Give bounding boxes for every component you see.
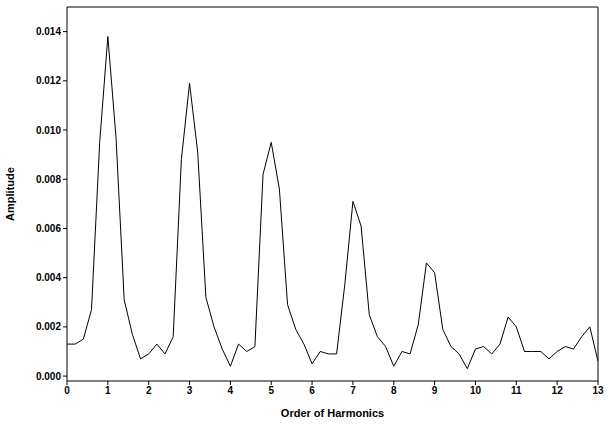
svg-text:6: 6: [309, 385, 315, 396]
svg-text:10: 10: [470, 385, 482, 396]
svg-text:7: 7: [350, 385, 356, 396]
svg-text:0.012: 0.012: [36, 75, 61, 86]
svg-text:0.006: 0.006: [36, 223, 61, 234]
svg-text:4: 4: [228, 385, 234, 396]
svg-text:12: 12: [552, 385, 564, 396]
svg-text:Order of Harmonics: Order of Harmonics: [281, 407, 384, 419]
svg-text:Amplitude: Amplitude: [4, 167, 16, 221]
svg-text:0.002: 0.002: [36, 321, 61, 332]
svg-text:0.000: 0.000: [36, 371, 61, 382]
svg-text:0.004: 0.004: [36, 272, 61, 283]
svg-text:9: 9: [432, 385, 438, 396]
svg-text:0.010: 0.010: [36, 125, 61, 136]
svg-text:0.014: 0.014: [36, 26, 61, 37]
svg-text:1: 1: [105, 385, 111, 396]
svg-text:8: 8: [391, 385, 397, 396]
svg-text:3: 3: [187, 385, 193, 396]
svg-text:2: 2: [146, 385, 152, 396]
svg-text:0: 0: [64, 385, 70, 396]
svg-text:11: 11: [511, 385, 522, 396]
svg-text:5: 5: [268, 385, 274, 396]
svg-text:0.008: 0.008: [36, 174, 61, 185]
svg-text:13: 13: [592, 385, 604, 396]
